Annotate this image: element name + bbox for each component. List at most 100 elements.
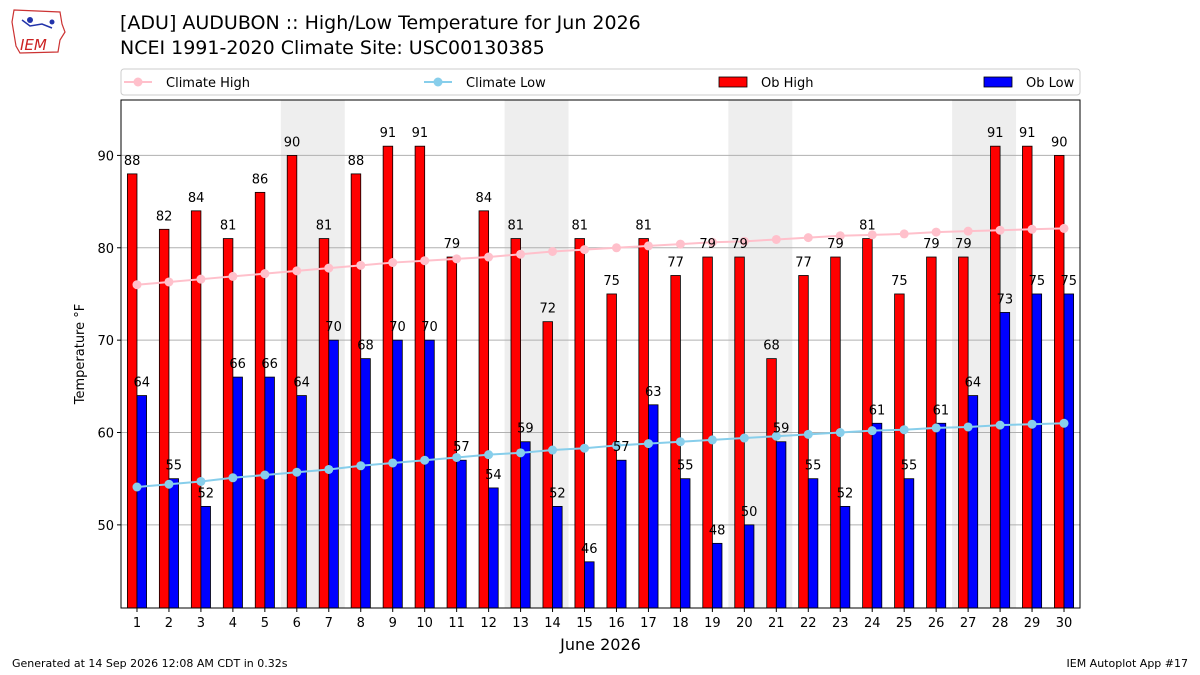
x-tick-label: 7: [325, 616, 333, 631]
y-tick-label: 90: [97, 149, 114, 164]
ob-low-value-label: 59: [773, 422, 790, 437]
ob-low-bar: [232, 376, 243, 609]
climate-high-point: [995, 225, 1005, 235]
y-tick-label: 60: [97, 427, 114, 442]
climate-high-point: [356, 260, 366, 270]
climate-high-point: [324, 263, 334, 273]
ob-low-value-label: 61: [933, 403, 950, 418]
x-tick-label: 16: [608, 616, 625, 631]
x-tick-label: 29: [1024, 616, 1041, 631]
ob-high-value-label: 91: [1019, 126, 1036, 141]
climate-low-point: [611, 440, 621, 450]
ob-high-value-label: 88: [348, 154, 365, 169]
ob-high-bar: [542, 321, 553, 609]
x-tick-label: 2: [165, 616, 173, 631]
ob-low-bar: [648, 404, 659, 609]
climate-high-point: [388, 258, 398, 268]
ob-high-bar: [990, 145, 1001, 609]
grid-lines: [121, 154, 1080, 526]
climate-high-line: [136, 227, 1065, 286]
ob-low-bar: [584, 561, 595, 609]
x-tick-label: 30: [1056, 616, 1073, 631]
ob-low-bar: [711, 542, 723, 609]
climate-high-point: [739, 236, 749, 246]
ob-high-legend-swatch: [718, 76, 748, 88]
x-tick-label: 9: [389, 616, 397, 631]
ob-high-bar: [382, 145, 394, 609]
ob-low-value-label: 55: [805, 459, 822, 474]
climate-high-point: [484, 252, 494, 262]
ob-high-bar: [894, 293, 905, 609]
ob-low-legend-swatch: [983, 76, 1013, 88]
ob-high-value-label: 79: [444, 237, 461, 252]
ob-low-bar: [552, 505, 563, 609]
ob-high-bar: [478, 210, 490, 609]
ob-low-value-label: 52: [837, 486, 854, 501]
ob-low-value-label: 57: [613, 440, 630, 455]
climate-high-point: [963, 226, 973, 236]
ob-high-bar: [414, 145, 426, 609]
ob-high-bar: [350, 173, 362, 609]
ob-high-bar: [190, 210, 202, 609]
climate-high-legend-marker: [133, 77, 143, 87]
ob-high-value-label: 81: [316, 219, 333, 234]
ob-high-value-label: 81: [859, 219, 876, 234]
ob-high-value-label: 82: [156, 209, 173, 224]
ob-high-bar: [638, 238, 649, 609]
x-tick-label: 23: [832, 616, 849, 631]
ob-low-value-label: 70: [325, 320, 342, 335]
climate-high-point: [164, 277, 174, 287]
climate-low-point: [356, 461, 366, 471]
ob-low-value-label: 52: [197, 486, 214, 501]
x-tick-label: 19: [704, 616, 721, 631]
ob-low-bar: [1031, 293, 1043, 609]
ob-low-bar: [520, 441, 531, 609]
iem-logo: IEM: [11, 9, 66, 54]
y-tick-label: 70: [97, 334, 114, 349]
ob-low-bar: [328, 339, 339, 609]
x-tick-label: 27: [960, 616, 977, 631]
ob-low-value-label: 75: [1061, 274, 1078, 289]
ob-high-value-label: 68: [763, 339, 780, 354]
ob-high-bar: [1054, 155, 1065, 609]
climate-low-point: [420, 455, 430, 465]
climate-high-point: [132, 280, 142, 290]
logo-text: IEM: [20, 36, 47, 54]
ob-high-bar: [254, 191, 266, 609]
ob-high-value-label: 84: [476, 191, 493, 206]
ob-high-value-label: 90: [1051, 135, 1068, 150]
x-tick-label: 10: [416, 616, 433, 631]
ob-high-bar: [222, 238, 234, 609]
climate-high-point: [580, 245, 590, 255]
climate-low-legend-label: Climate Low: [466, 76, 546, 91]
ob-high-bar: [798, 275, 809, 609]
x-tick-label: 20: [736, 616, 753, 631]
x-tick-label: 8: [357, 616, 365, 631]
climate-low-point: [292, 467, 302, 477]
ob-low-bar: [168, 478, 179, 609]
ob-low-bar: [392, 339, 403, 609]
x-tick-label: 12: [480, 616, 497, 631]
ob-low-value-label: 55: [165, 459, 182, 474]
climate-low-point: [995, 420, 1005, 430]
climate-low-point: [643, 439, 653, 449]
climate-low-legend-marker: [433, 77, 443, 87]
ob-low-value-label: 70: [389, 320, 406, 335]
ob-high-bar: [446, 256, 458, 609]
climate-low-point: [164, 479, 174, 489]
ob-low-bar: [136, 395, 147, 609]
climate-low-point: [228, 473, 238, 483]
bars: [126, 145, 1075, 609]
ob-high-value-label: 81: [571, 219, 588, 234]
climate-high-point: [835, 231, 845, 241]
y-tick-label: 80: [97, 242, 114, 257]
x-tick-label: 28: [992, 616, 1009, 631]
climate-low-point: [707, 435, 717, 445]
ob-high-value-label: 79: [955, 237, 972, 252]
autoplot-app-label: IEM Autoplot App #17: [1066, 657, 1189, 670]
chart-title: [ADU] AUDUBON :: High/Low Temperature fo…: [120, 12, 641, 34]
x-tick-label: 5: [261, 616, 269, 631]
ob-low-bar: [264, 376, 275, 609]
climate-low-point: [963, 422, 973, 432]
x-tick-label: 4: [229, 616, 237, 631]
